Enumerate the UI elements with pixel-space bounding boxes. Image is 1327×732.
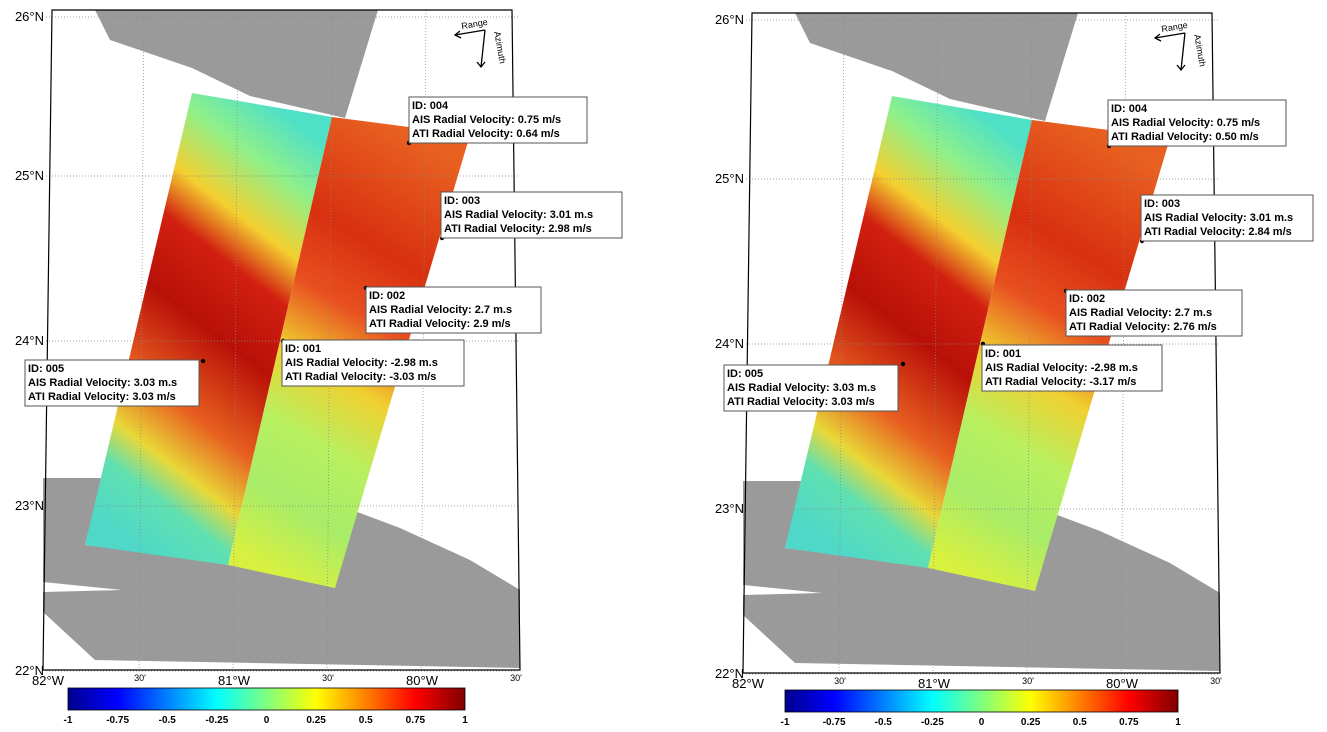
colorbar-tick-label: -0.5: [875, 717, 893, 728]
annotation-ati: ATI Radial Velocity: 0.50 m/s: [1111, 131, 1259, 143]
longitude-label: 81°W: [918, 676, 951, 691]
longitude-label: 30': [1210, 676, 1222, 686]
colorbar-tick-label: -0.25: [921, 717, 944, 728]
annotation-id: ID: 004: [1111, 103, 1148, 115]
annotation-id: ID: 001: [985, 348, 1021, 360]
colorbar-tick-label: -1: [64, 715, 73, 726]
colorbar-tick-label: -0.25: [205, 715, 228, 726]
longitude-label: 30': [1022, 676, 1034, 686]
colorbar-tick-label: 0: [979, 717, 985, 728]
annotation-ais: AIS Radial Velocity: 3.03 m.s: [28, 377, 177, 389]
longitude-label: 30': [134, 673, 146, 683]
longitude-label: 81°W: [218, 673, 251, 688]
longitude-label: 30': [834, 676, 846, 686]
annotation-ati: ATI Radial Velocity: 2.76 m/s: [1069, 321, 1217, 333]
annotation-ais: AIS Radial Velocity: 0.75 m/s: [1111, 117, 1260, 129]
colorbar-tick-label: -0.5: [159, 715, 177, 726]
annotation-ais: AIS Radial Velocity: -2.98 m.s: [985, 362, 1138, 374]
latitude-label: 24°N: [715, 336, 744, 351]
latitude-label: 23°N: [715, 501, 744, 516]
longitude-label: 82°W: [32, 673, 65, 688]
colorbar: [785, 690, 1178, 712]
colorbar-tick-label: -0.75: [823, 717, 846, 728]
figure: 26°N25°N24°N23°N22°N82°W30'81°W30'80°W30…: [0, 0, 1327, 732]
annotation-ati: ATI Radial Velocity: 2.9 m/s: [369, 318, 511, 330]
colorbar-tick-label: 1: [462, 715, 468, 726]
annotation-ati: ATI Radial Velocity: -3.17 m/s: [985, 376, 1136, 388]
annotation-ati: ATI Radial Velocity: 2.98 m/s: [444, 223, 592, 235]
annotation-ati: ATI Radial Velocity: 3.03 m/s: [28, 391, 176, 403]
annotation-ati: ATI Radial Velocity: 3.03 m/s: [727, 396, 875, 408]
colorbar-tick-label: 0.75: [406, 715, 426, 726]
colorbar-tick-label: -1: [781, 717, 790, 728]
longitude-label: 30': [322, 673, 334, 683]
annotation-point: [901, 362, 905, 366]
annotation-ais: AIS Radial Velocity: 3.03 m.s: [727, 382, 876, 394]
longitude-label: 80°W: [1106, 676, 1139, 691]
annotation-id: ID: 004: [412, 100, 449, 112]
longitude-label: 82°W: [732, 676, 765, 691]
latitude-label: 24°N: [15, 333, 44, 348]
longitude-label: 30': [510, 673, 522, 683]
annotation-ais: AIS Radial Velocity: 0.75 m/s: [412, 114, 561, 126]
latitude-label: 26°N: [15, 9, 44, 24]
annotation-ais: AIS Radial Velocity: 2.7 m.s: [369, 304, 512, 316]
latitude-label: 26°N: [715, 12, 744, 27]
colorbar-tick-label: 1: [1175, 717, 1181, 728]
latitude-label: 25°N: [715, 171, 744, 186]
annotation-ais: AIS Radial Velocity: 3.01 m.s: [444, 209, 593, 221]
annotation-ati: ATI Radial Velocity: 2.84 m/s: [1144, 226, 1292, 238]
annotation-ati: ATI Radial Velocity: -3.03 m/s: [285, 371, 436, 383]
annotation-id: ID: 002: [1069, 293, 1105, 305]
latitude-label: 23°N: [15, 498, 44, 513]
colorbar-tick-label: 0.5: [1073, 717, 1087, 728]
colorbar-tick-label: 0.25: [1021, 717, 1041, 728]
annotation-point: [201, 359, 205, 363]
annotation-id: ID: 003: [1144, 198, 1180, 210]
colorbar: [68, 688, 465, 710]
annotation-id: ID: 002: [369, 290, 405, 302]
annotation-ais: AIS Radial Velocity: -2.98 m.s: [285, 357, 438, 369]
annotation-ais: AIS Radial Velocity: 3.01 m.s: [1144, 212, 1293, 224]
colorbar-tick-label: 0.25: [306, 715, 326, 726]
annotation-id: ID: 005: [28, 363, 64, 375]
colorbar-tick-label: -0.75: [106, 715, 129, 726]
colorbar-tick-label: 0.5: [359, 715, 373, 726]
annotation-id: ID: 001: [285, 343, 321, 355]
colorbar-tick-label: 0.75: [1119, 717, 1139, 728]
annotation-ais: AIS Radial Velocity: 2.7 m.s: [1069, 307, 1212, 319]
annotation-id: ID: 005: [727, 368, 763, 380]
longitude-label: 80°W: [406, 673, 439, 688]
annotation-id: ID: 003: [444, 195, 480, 207]
latitude-label: 25°N: [15, 168, 44, 183]
colorbar-tick-label: 0: [264, 715, 270, 726]
annotation-ati: ATI Radial Velocity: 0.64 m/s: [412, 128, 560, 140]
